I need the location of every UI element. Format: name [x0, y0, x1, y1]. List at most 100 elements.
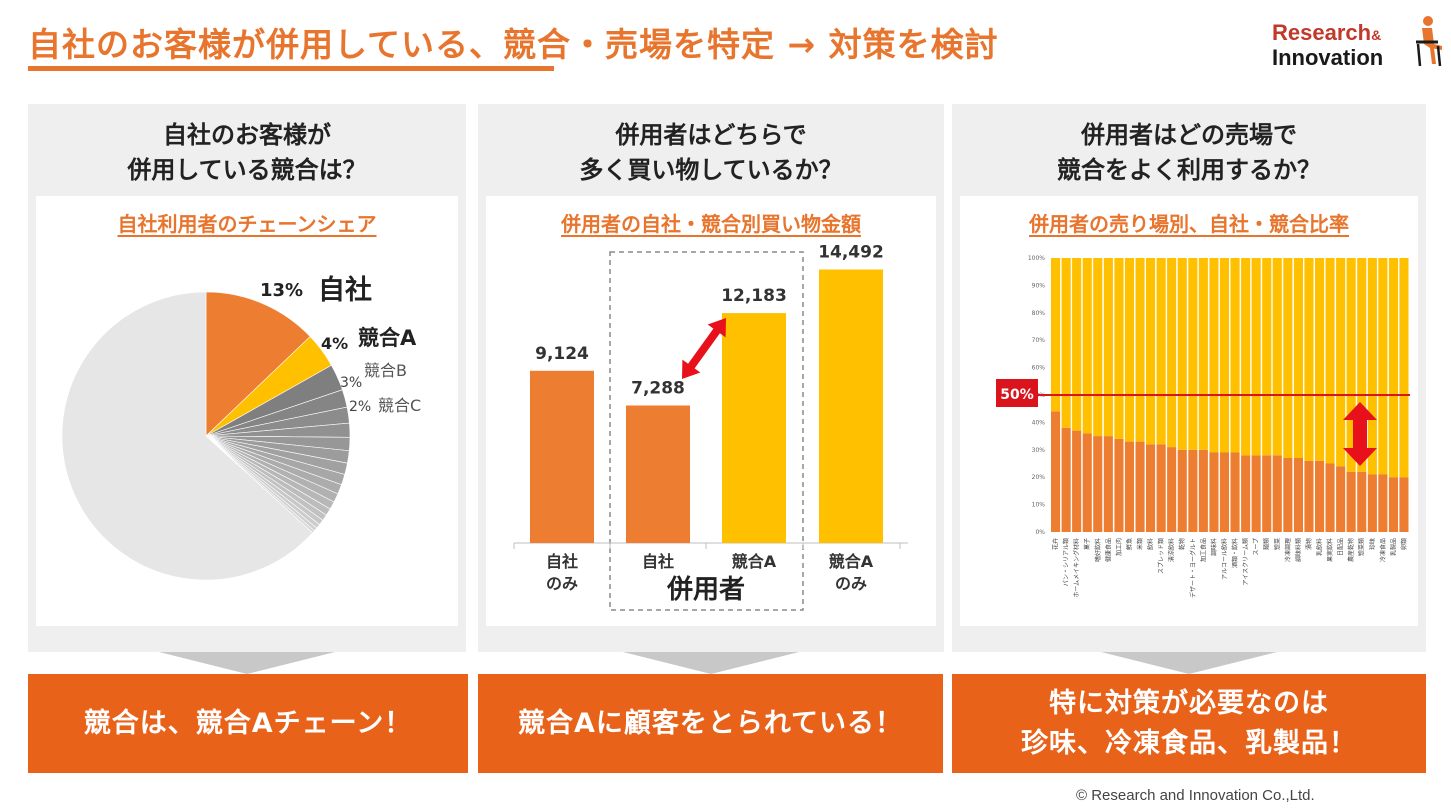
stack-bar-competitor [1262, 258, 1272, 456]
x-category-label: 冷凍食品 [1379, 538, 1387, 562]
x-category-label: 調味料 [1210, 538, 1218, 556]
stack-bar-competitor [1156, 258, 1166, 445]
stack-bar-own [1283, 458, 1293, 532]
bar-3 [819, 269, 883, 543]
stack-bar-own [1357, 471, 1367, 532]
stack-bar-own [1325, 463, 1335, 532]
stack-bar-competitor [1198, 258, 1208, 450]
stack-bar-competitor [1061, 258, 1071, 428]
pie-slice-minor [61, 291, 314, 581]
pie-chart: 13% 自社 4% 競合A 3%競合B 2% 競合C [61, 274, 421, 581]
x-category-label: スープ [1253, 538, 1260, 556]
stack-bar-competitor [1367, 258, 1377, 475]
x-category-label: 飲料 [1147, 538, 1155, 550]
stack-bar-competitor [1219, 258, 1229, 453]
y-tick-label: 10% [1032, 502, 1046, 509]
x-category-label: 菓子 [1083, 538, 1091, 550]
pie-slice-label: 自社 [318, 274, 372, 306]
person-on-chair-icon [1416, 16, 1442, 67]
x-category-label: 果実飲料 [1326, 538, 1334, 562]
down-arrow-icon [623, 652, 799, 674]
stack-bar-competitor [1241, 258, 1251, 456]
stack-bar-own [1188, 449, 1198, 532]
pie-slice-label: 競合C [378, 396, 421, 415]
x-category-label: 酒類・飲料 [1231, 538, 1239, 568]
stack-bar-competitor [1177, 258, 1187, 450]
stack-bar-competitor [1051, 258, 1061, 412]
x-category-label: デザート・ヨーグルト [1189, 538, 1197, 598]
page-title: 自社のお客様が併用している、競合・売場を特定 → 対策を検討 [28, 25, 999, 64]
vertical-double-arrow-icon [1343, 402, 1377, 466]
y-tick-label: 90% [1032, 282, 1046, 289]
bar-category-label: 自社 [546, 552, 578, 571]
stack-bar-competitor [1135, 258, 1145, 442]
stack-bar-own [1093, 436, 1103, 532]
x-category-label: パン・シリアル類 [1062, 538, 1070, 586]
x-category-label: 乳製品 [1389, 538, 1397, 556]
stack-bar-competitor [1357, 258, 1367, 472]
bar-value-label: 12,183 [721, 286, 787, 306]
y-tick-label: 80% [1032, 310, 1046, 317]
stack-bar-competitor [1346, 258, 1356, 472]
group-box [609, 251, 804, 611]
bar-category-label: のみ [546, 574, 578, 593]
logo-line1: Research& [1272, 20, 1382, 45]
conclusion-box: 特に対策が必要なのは 珍味、冷凍食品、乳製品！ [952, 674, 1426, 773]
stack-bar-competitor [1315, 258, 1325, 461]
x-category-label: 冷凍調理 [1284, 538, 1292, 562]
x-category-label: 乳飲料 [1316, 538, 1324, 556]
stack-bar-own [1103, 436, 1113, 532]
chart-subtitle: 併用者の自社・競合別買い物金額 [561, 212, 861, 236]
stack-bar-competitor [1325, 258, 1335, 464]
group-label: 併用者 [666, 574, 745, 605]
x-category-label: 米類 [1136, 538, 1144, 550]
stack-bar-own [1061, 427, 1071, 532]
x-category-label: アイスクリーム類 [1242, 538, 1250, 586]
stack-bar-competitor [1251, 258, 1261, 456]
pie-pct-label: 13% [260, 280, 303, 301]
stack-bar-competitor [1336, 258, 1346, 467]
stack-bar-competitor [1293, 258, 1303, 458]
stack-bar-competitor [1082, 258, 1092, 434]
y-tick-label: 60% [1032, 365, 1046, 372]
stack-bar-own [1293, 458, 1303, 532]
bar-1 [626, 405, 690, 543]
x-category-label: 清涼飲料 [1168, 538, 1176, 562]
conclusion-box: 競合は、競合Aチェーン！ [28, 674, 468, 773]
x-category-label: 珍味 [1368, 538, 1376, 550]
x-category-label: 漬物 [1305, 538, 1313, 550]
x-category-label: 鮮魚 [1126, 538, 1134, 550]
panel-question: 自社のお客様が 併用している競合は？ [127, 121, 367, 184]
pie-pct-label: 4% [321, 334, 348, 353]
stack-bar-competitor [1114, 258, 1124, 439]
stack-bar-own [1304, 460, 1314, 532]
stack-bar-own [1378, 474, 1388, 532]
bar-0 [530, 370, 594, 543]
stack-bar-own [1388, 477, 1398, 532]
bar-category-label: 自社 [642, 552, 674, 571]
x-category-label: 日配品 [1338, 538, 1345, 556]
stack-bar-competitor [1230, 258, 1240, 453]
x-category-label: 調味料類 [1294, 538, 1302, 562]
pie-slice-label: 競合A [358, 326, 417, 350]
stack-bar-own [1146, 444, 1156, 532]
double-arrow-icon [682, 318, 726, 379]
stack-bar-own [1114, 438, 1124, 532]
stack-bar-own [1198, 449, 1208, 532]
threshold-label: 50% [1000, 387, 1034, 403]
stack-bar-own [1262, 455, 1272, 532]
stack-bar-competitor [1124, 258, 1134, 442]
chart-card: 自社利用者のチェーンシェア 13% 自社 4% 競合A 3% 競合B 2% 競合C [36, 196, 458, 626]
stack-bar-own [1399, 477, 1409, 532]
stack-bar-competitor [1188, 258, 1198, 450]
stack-bar-competitor [1146, 258, 1156, 445]
copyright: © Research and Innovation Co.,Ltd. [1076, 787, 1315, 804]
chart-card: 併用者の売り場別、自社・競合比率 0% 10% 20% 30% 40% 50% 60% 70%… [960, 196, 1418, 626]
stack-bar-own [1241, 455, 1251, 532]
panel-spend-comparison: 併用者はどちらで 多く買い物しているか？ 併用者の自社・競合別買い物金額 9,1… [478, 104, 944, 652]
x-category-label: 加工肉 [1115, 538, 1123, 556]
stacked-bar-chart: 0% 10% 20% 30% 40% 50% 60% 70% 80% 90% 100% 花卉パン・シリ… [996, 255, 1410, 598]
y-tick-label: 0% [1035, 529, 1045, 536]
bar-value-label: 7,288 [631, 379, 685, 399]
